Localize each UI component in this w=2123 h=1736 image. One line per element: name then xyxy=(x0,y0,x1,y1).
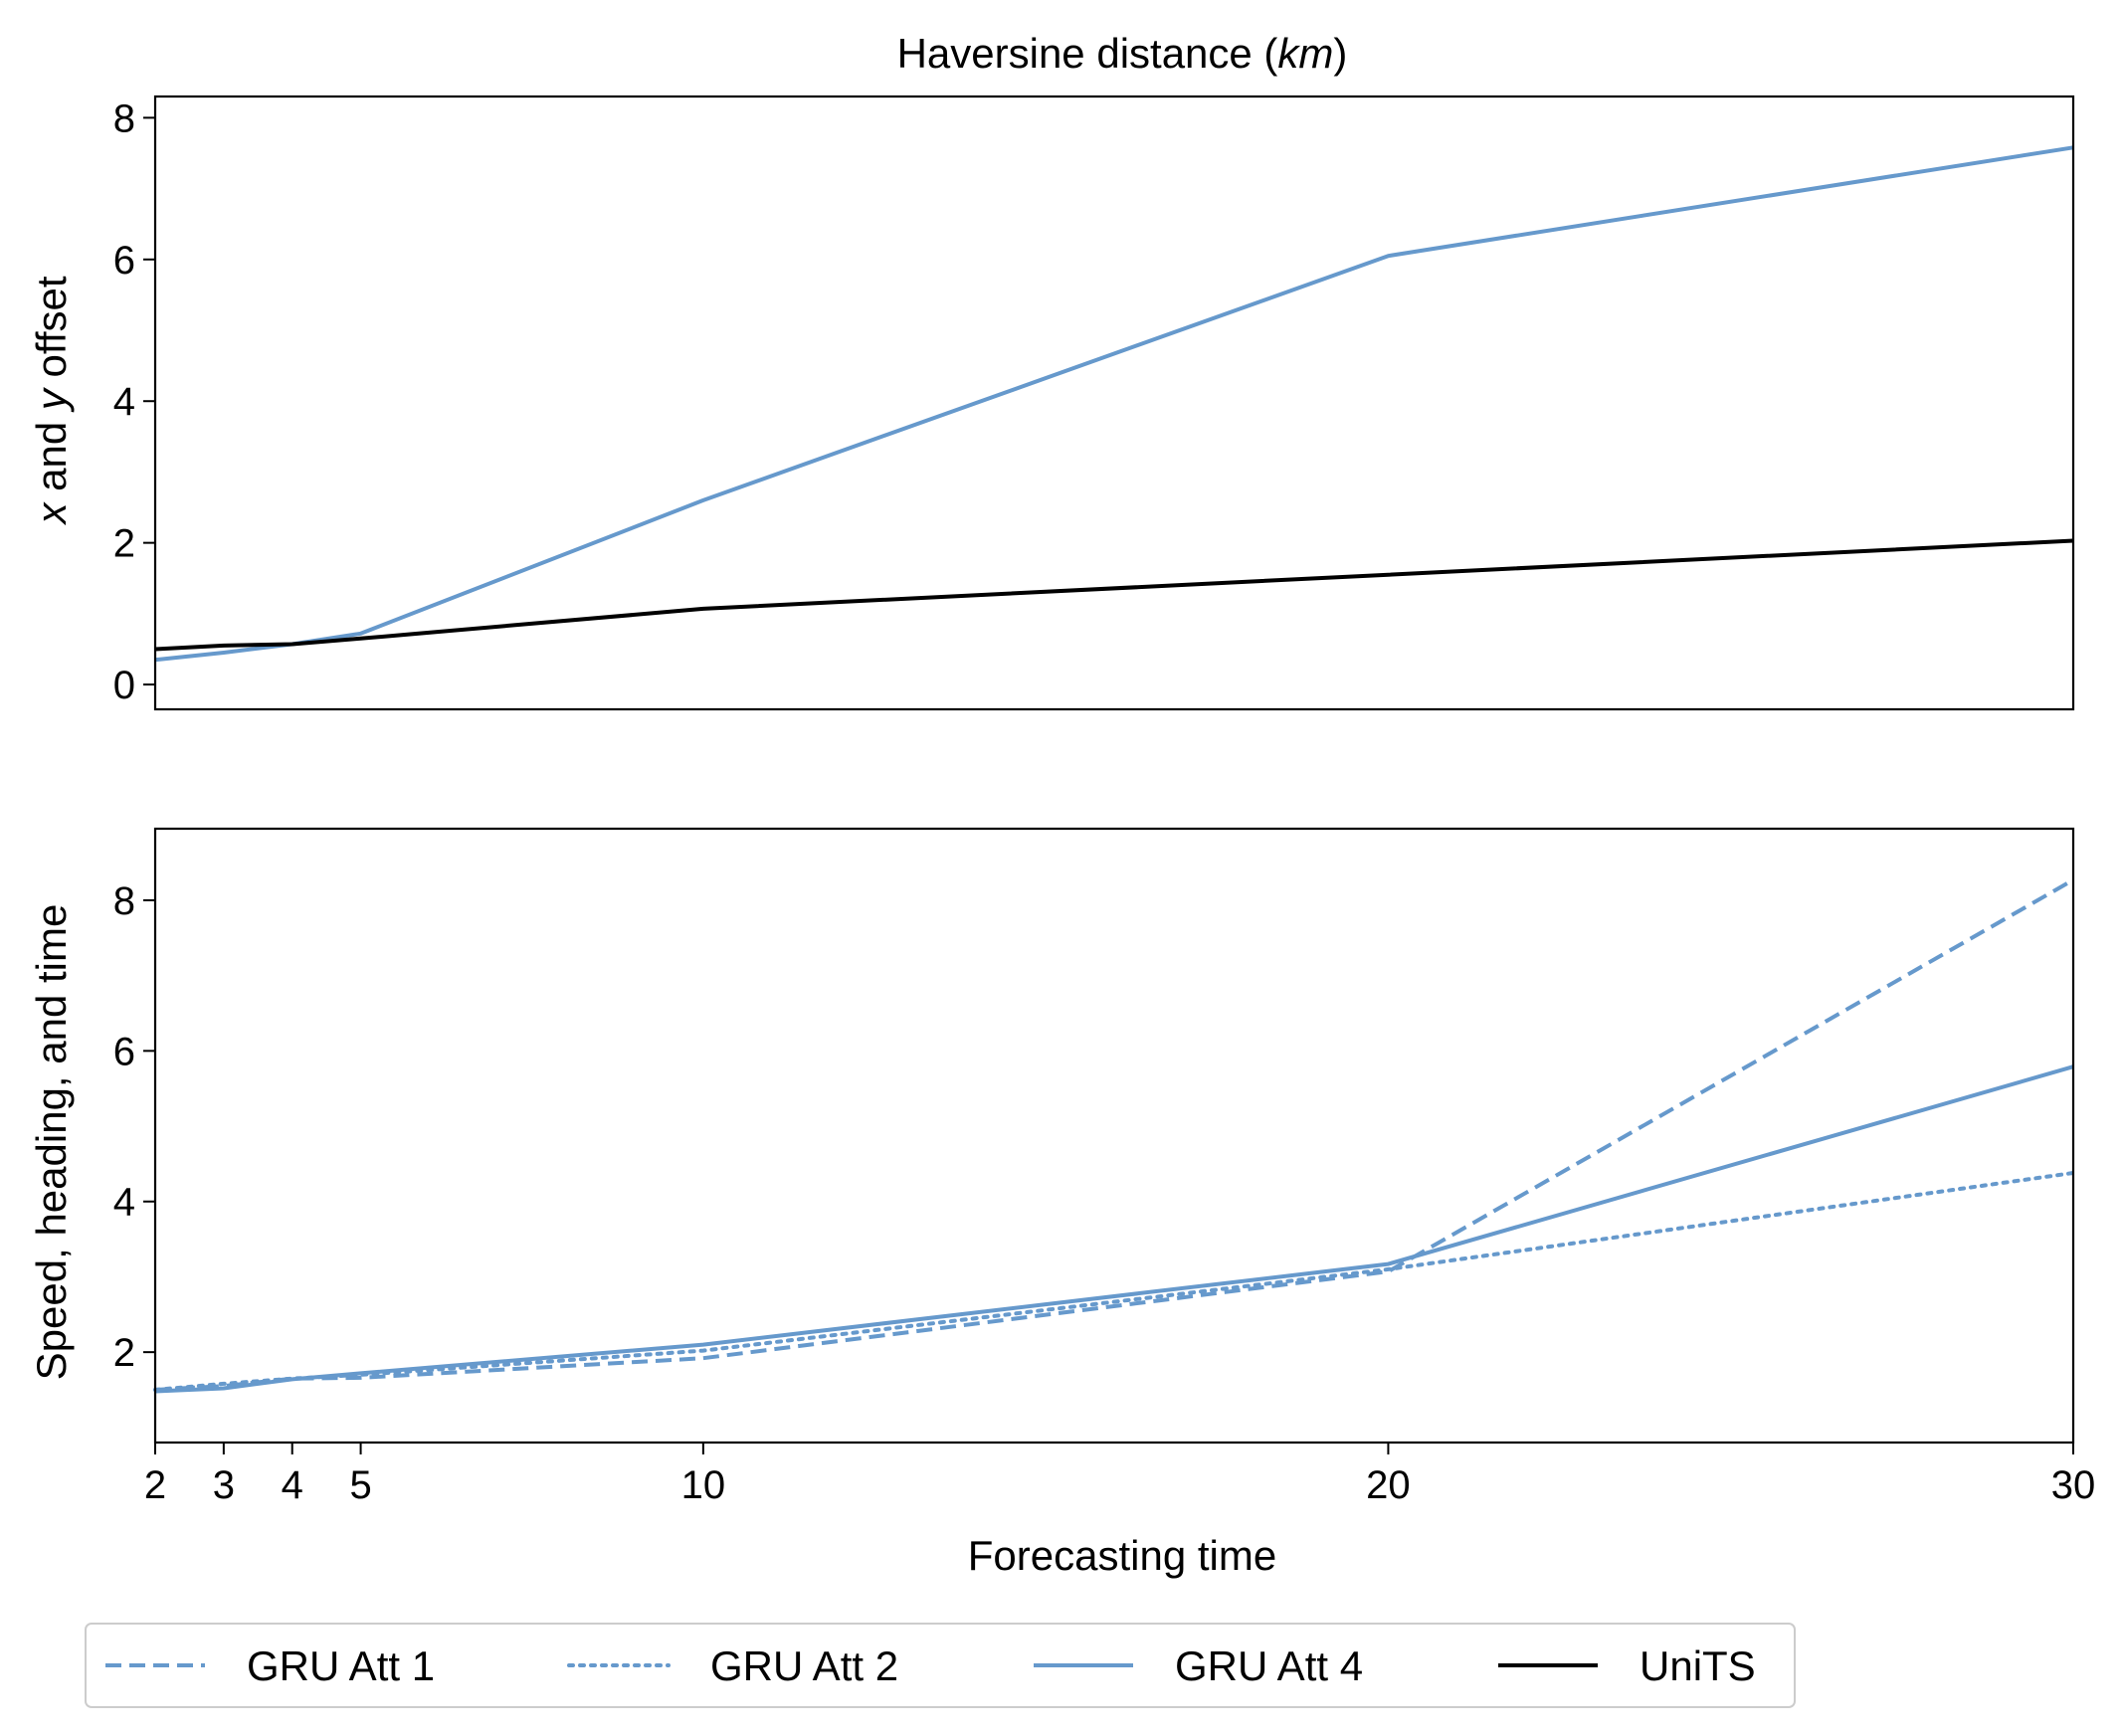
top-panel-ylabel: x and y offset xyxy=(28,276,75,525)
bottom-xtick-label: 5 xyxy=(349,1463,371,1507)
top-ytick-label: 6 xyxy=(113,239,135,283)
legend-label-units: UniTS xyxy=(1640,1642,1756,1689)
bottom-ytick-label: 8 xyxy=(113,879,135,923)
bottom-series-gru-att-4 xyxy=(154,1064,2074,1394)
bottom-ytick-label: 2 xyxy=(113,1331,135,1375)
top-series-units xyxy=(154,538,2074,652)
legend-label-gru-att-4: GRU Att 4 xyxy=(1175,1642,1363,1689)
top-ytick-label: 4 xyxy=(113,380,135,424)
bottom-ytick-label: 6 xyxy=(113,1030,135,1073)
bottom-series-gru-att-1 xyxy=(154,877,2074,1392)
bottom-xtick-label: 2 xyxy=(144,1463,166,1507)
bottom-xtick-label: 3 xyxy=(213,1463,235,1507)
bottom-axes-frame xyxy=(153,827,2075,1445)
bottom-xtick-label: 30 xyxy=(2051,1463,2096,1507)
top-ytick-label: 2 xyxy=(113,522,135,566)
bottom-ytick-label: 4 xyxy=(113,1181,135,1225)
top-ytick-label: 0 xyxy=(113,664,135,707)
bottom-series-gru-att-2 xyxy=(153,1171,2075,1392)
bottom-panel-ylabel: Speed, heading, and time xyxy=(28,904,75,1381)
bottom-panel-xlabel: Forecasting time xyxy=(968,1532,1276,1579)
top-panel-title: Haversine distance (km) xyxy=(897,30,1348,77)
top-series-gru-att-4 xyxy=(154,145,2074,663)
bottom-xtick-label: 10 xyxy=(681,1463,726,1507)
legend-frame xyxy=(85,1623,1796,1708)
legend-label-gru-att-1: GRU Att 1 xyxy=(247,1642,435,1689)
top-panel: 0 2 4 6 8 xyxy=(113,95,2075,711)
bottom-panel: 2 4 6 8 2 3 4 5 10 20 30 xyxy=(113,827,2096,1507)
top-ytick-label: 8 xyxy=(113,96,135,140)
legend-label-gru-att-2: GRU Att 2 xyxy=(710,1642,898,1689)
legend: GRU Att 1 GRU Att 2 GRU Att 4 UniTS xyxy=(85,1623,1796,1708)
top-axes-frame xyxy=(153,95,2075,711)
bottom-xtick-label: 20 xyxy=(1366,1463,1411,1507)
bottom-xtick-label: 4 xyxy=(282,1463,303,1507)
